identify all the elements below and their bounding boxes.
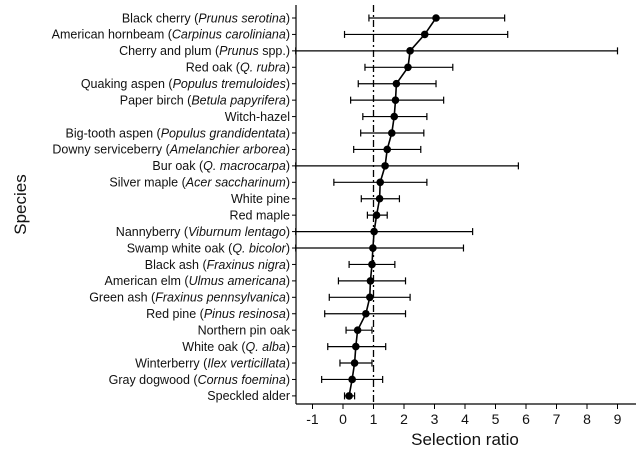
data-point [368, 260, 376, 269]
x-tick-label: -1 [306, 411, 319, 427]
y-tick-label: Bur oak (Q. macrocarpa) [152, 159, 290, 173]
data-point [375, 194, 384, 203]
y-tick-label: Red oak (Q. rubra) [186, 61, 290, 75]
data-point [353, 326, 362, 334]
x-tick-label: 0 [339, 411, 347, 427]
data-point [392, 79, 401, 88]
data-point [362, 309, 370, 318]
x-tick-label: 7 [553, 411, 561, 427]
data-point [381, 162, 389, 170]
y-tick-label: Speckled alder [207, 389, 290, 403]
data-point [376, 178, 385, 187]
y-tick-label: Black ash (Fraxinus nigra) [145, 258, 290, 272]
y-tick-label: Black cherry (Prunus serotina) [122, 11, 290, 25]
y-tick-label: Silver maple (Acer saccharinum) [109, 176, 290, 190]
x-tick-label: 3 [431, 411, 439, 427]
data-point [350, 359, 359, 367]
x-tick-label: 4 [461, 411, 469, 427]
y-tick-label: Nannyberry (Viburnum lentago) [116, 225, 290, 239]
y-tick-label: Gray dogwood (Cornus foemina) [109, 373, 290, 387]
x-axis-title: Selection ratio [411, 430, 519, 449]
trend-line [348, 17, 437, 397]
y-tick-label: Swamp white oak (Q. bicolor) [127, 241, 290, 255]
y-tick-label: Winterberry (Ilex verticillata) [135, 356, 290, 370]
x-tick-label: 9 [614, 411, 622, 427]
y-tick-label: Cherry and plum (Prunus spp.) [119, 44, 290, 58]
y-tick-label: Big-tooth aspen (Populus grandidentata) [66, 126, 290, 140]
data-point [369, 244, 377, 252]
y-tick-label: White oak (Q. alba) [182, 340, 290, 354]
x-tick-label: 8 [583, 411, 591, 427]
x-tick-label: 5 [492, 411, 500, 427]
data-point [432, 14, 440, 22]
data-point [366, 293, 374, 302]
plot-area: -1 0 1 2 3 4 5 6 7 8 9 Black cherry (Prunus serotin… [52, 5, 636, 427]
x-tick-label: 1 [370, 411, 378, 427]
data-point [406, 47, 414, 55]
y-tick-label: Paper birch (Betula papyrifera) [120, 93, 290, 107]
data-point [345, 392, 353, 400]
y-tick-label: American elm (Ulmus americana) [105, 274, 291, 288]
data-point [390, 112, 399, 121]
data-point [404, 63, 412, 72]
x-tick-label: 6 [522, 411, 530, 427]
y-tick-label: Red maple [230, 208, 290, 222]
data-point [372, 211, 381, 219]
data-point [383, 145, 392, 154]
data-point [370, 227, 378, 236]
y-tick-label: Northern pin oak [198, 323, 291, 337]
y-tick-label: White pine [231, 192, 290, 206]
data-point [391, 96, 400, 104]
y-tick-label: American hornbeam (Carpinus caroliniana) [52, 28, 290, 42]
y-tick-label: Downy serviceberry (Amelanchier arborea) [52, 143, 290, 157]
y-axis-title: Species [11, 174, 30, 234]
data-point [352, 342, 360, 351]
y-tick-label: Quaking aspen (Populus tremuloides) [81, 77, 290, 91]
y-tick-label: Witch-hazel [225, 110, 290, 124]
x-tick-label: 2 [400, 411, 408, 427]
data-point [366, 277, 375, 285]
data-point [348, 375, 356, 384]
y-tick-label: Green ash (Fraxinus pennsylvanica) [89, 291, 290, 305]
y-tick-label: Red pine (Pinus resinosa) [146, 307, 290, 321]
data-point [388, 129, 396, 137]
data-point [420, 30, 429, 39]
